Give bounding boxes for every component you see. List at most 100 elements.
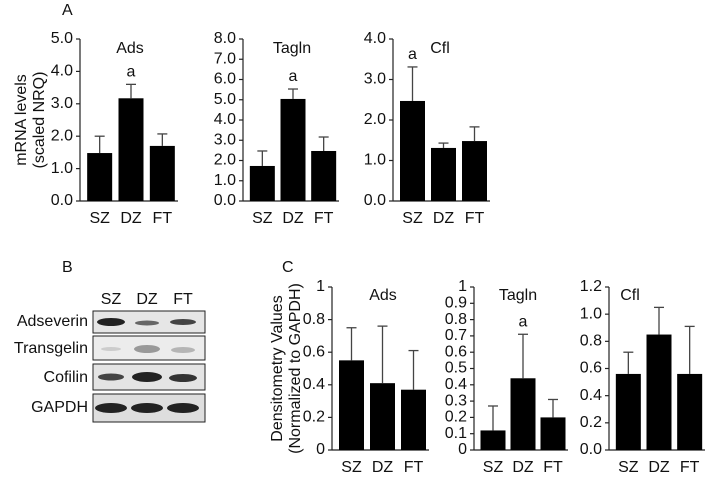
bar [280, 98, 306, 201]
x-tick-label: DZ [648, 459, 670, 476]
bar-chart: 0 0.2 0.4 0.6 0.8 1 Ads Densitometry Values (Nor… [269, 278, 429, 476]
y-tick-label: 1.0 [364, 152, 386, 169]
annotation: a [289, 68, 298, 85]
row-label: Adseverin [17, 313, 88, 330]
y-tick-label: 0.4 [580, 387, 602, 404]
y-tick-label: 1.0 [214, 172, 236, 189]
y-tick-label: 1 [316, 278, 325, 295]
bar-chart: 0.0 1.0 2.0 3.0 4.0 Cfl SZ DZ FT a [364, 30, 490, 227]
x-tick-label: FT [465, 210, 485, 227]
bar-chart: 00.10.20.30.40.50.60.70.80.91 Tagln SZ DZ FT… [445, 278, 568, 476]
y-tick-label: 8.0 [214, 30, 236, 47]
x-tick-label: FT [680, 459, 700, 476]
y-tick-label: 0.2 [303, 409, 325, 426]
y-tick-label: 0.5 [445, 360, 467, 377]
bar [118, 98, 144, 201]
y-tick-label: 0.8 [445, 311, 467, 328]
bar [400, 100, 425, 201]
y-tick-label: 1.0 [580, 305, 602, 322]
y-tick-label: 4.0 [51, 63, 73, 80]
y-tick-label: 3.0 [364, 71, 386, 88]
bar [87, 153, 113, 201]
bar [431, 147, 456, 201]
band [134, 345, 160, 353]
annotation: a [127, 64, 136, 81]
x-tick-label: SZ [483, 459, 504, 476]
y-tick-label: 0.9 [445, 295, 467, 312]
y-tick-label: 2.0 [214, 152, 236, 169]
x-tick-label: FT [543, 459, 563, 476]
bar [339, 360, 364, 450]
y-tick-label: 0.8 [580, 333, 602, 350]
x-tick-label: SZ [341, 459, 362, 476]
lane-label: DZ [136, 291, 158, 308]
bar [646, 334, 672, 450]
y-tick-label: 0.1 [445, 425, 467, 442]
x-tick-label: DZ [282, 210, 304, 227]
annotation: a [408, 46, 417, 63]
y-tick-label: 3.0 [214, 131, 236, 148]
y-tick-label: 0.2 [580, 414, 602, 431]
band [97, 318, 125, 326]
row-label: GAPDH [31, 399, 88, 416]
band [101, 347, 121, 351]
y-tick-label: 0.0 [364, 192, 386, 209]
x-tick-label: DZ [433, 210, 455, 227]
y-tick-label: 5.0 [51, 30, 73, 47]
y-tick-label: 0.7 [445, 327, 467, 344]
y-tick-label: 0.0 [580, 441, 602, 458]
y-tick-label: 6.0 [214, 71, 236, 88]
y-tick-label: 1.0 [51, 160, 73, 177]
bar [401, 389, 426, 450]
y-tick-label: 1.2 [580, 278, 602, 295]
band [170, 319, 196, 325]
y-tick-label: 4.0 [364, 30, 386, 47]
y-axis-label: mRNA levels [13, 74, 30, 166]
band [169, 374, 197, 382]
y-tick-label: 0.0 [214, 192, 236, 209]
x-tick-label: DZ [120, 210, 142, 227]
y-tick-label: 7.0 [214, 50, 236, 67]
y-tick-label: 0.3 [445, 392, 467, 409]
x-tick-label: SZ [252, 210, 273, 227]
x-tick-label: FT [314, 210, 334, 227]
y-tick-label: 2.0 [364, 111, 386, 128]
lane-label: SZ [101, 291, 122, 308]
y-axis-label: Densitometry Values [269, 295, 286, 441]
bar [615, 373, 641, 450]
chart-title: Ads [369, 287, 397, 304]
y-axis-label: (scaled NRQ) [31, 72, 48, 169]
y-tick-label: 0.4 [303, 376, 325, 393]
lane-label: FT [173, 291, 193, 308]
x-tick-label: FT [404, 459, 424, 476]
y-tick-label: 5.0 [214, 91, 236, 108]
bar-chart: 0.0 1.0 2.0 3.0 4.0 5.0 6.0 7.0 8.0 Tagln SZ DZ FT a [214, 30, 339, 227]
x-tick-label: SZ [402, 210, 423, 227]
bar [677, 373, 703, 450]
bar-chart: 0.0 0.2 0.4 0.6 0.8 1.0 1.2 Cfl SZ DZ FT [580, 278, 705, 476]
bar [480, 430, 506, 450]
band [167, 403, 199, 413]
chart-title: Tagln [273, 40, 311, 57]
chart-title: Tagln [499, 287, 537, 304]
y-tick-label: 2.0 [51, 127, 73, 144]
y-axis-label: (Normalized to GAPDH) [287, 283, 304, 454]
panel-label: A [62, 2, 73, 19]
band [171, 347, 195, 353]
y-tick-label: 0.4 [445, 376, 467, 393]
chart-title: Cfl [430, 40, 450, 57]
y-tick-label: 0.2 [445, 409, 467, 426]
bar [510, 378, 536, 450]
y-tick-label: 3.0 [51, 95, 73, 112]
panel-label: C [282, 259, 294, 276]
annotation: a [519, 313, 528, 330]
y-tick-label: 0.6 [445, 343, 467, 360]
bar [249, 165, 275, 201]
bar-chart: 0.0 1.0 2.0 3.0 4.0 5.0 Ads mRNA levels (scaled … [13, 30, 178, 227]
y-tick-label: 0 [316, 441, 325, 458]
x-tick-label: SZ [89, 210, 110, 227]
y-tick-label: 0.6 [303, 343, 325, 360]
y-tick-label: 0 [458, 441, 467, 458]
bar [462, 141, 487, 201]
chart-title: Ads [116, 40, 144, 57]
